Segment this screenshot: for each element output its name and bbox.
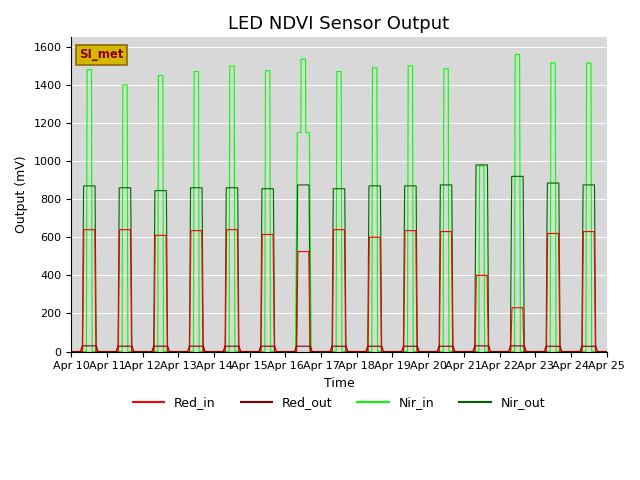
Red_in <box>532 348 540 354</box>
Nir_in <box>409 235 417 241</box>
Red_out <box>68 348 76 354</box>
Red_out <box>595 348 603 354</box>
Red_out <box>532 348 540 354</box>
Line: Red_out: Red_out <box>72 346 607 351</box>
Red_out <box>409 343 417 349</box>
Line: Nir_in: Nir_in <box>72 54 607 351</box>
Nir_in <box>308 348 316 354</box>
Nir_in <box>602 348 609 354</box>
Title: LED NDVI Sensor Output: LED NDVI Sensor Output <box>228 15 449 33</box>
Red_in <box>602 348 609 354</box>
Nir_out <box>603 348 611 354</box>
Nir_out <box>472 162 480 168</box>
Red_out <box>78 343 86 348</box>
Red_in <box>547 230 555 236</box>
Red_in <box>68 348 76 354</box>
Y-axis label: Output (mV): Output (mV) <box>15 156 28 233</box>
Red_in <box>80 227 88 232</box>
Legend: Red_in, Red_out, Nir_in, Nir_out: Red_in, Red_out, Nir_in, Nir_out <box>128 391 550 414</box>
Red_in <box>409 228 417 233</box>
Nir_in <box>595 348 603 354</box>
Red_out <box>602 348 609 354</box>
Nir_out <box>595 348 603 354</box>
Nir_out <box>547 180 555 186</box>
Nir_in <box>511 51 519 57</box>
Nir_in <box>68 348 76 354</box>
Text: SI_met: SI_met <box>79 48 124 61</box>
Nir_in <box>532 348 540 354</box>
X-axis label: Time: Time <box>324 377 355 390</box>
Red_in <box>603 348 611 354</box>
Line: Red_in: Red_in <box>72 229 607 351</box>
Red_in <box>595 348 603 354</box>
Nir_out <box>532 348 540 354</box>
Nir_in <box>603 348 611 354</box>
Red_out <box>547 343 555 349</box>
Nir_in <box>547 60 555 66</box>
Nir_out <box>68 348 76 354</box>
Nir_out <box>409 183 417 189</box>
Red_out <box>603 348 611 354</box>
Line: Nir_out: Nir_out <box>72 165 607 351</box>
Red_out <box>308 348 316 354</box>
Red_in <box>308 348 316 354</box>
Nir_out <box>308 348 316 354</box>
Nir_out <box>602 348 609 354</box>
